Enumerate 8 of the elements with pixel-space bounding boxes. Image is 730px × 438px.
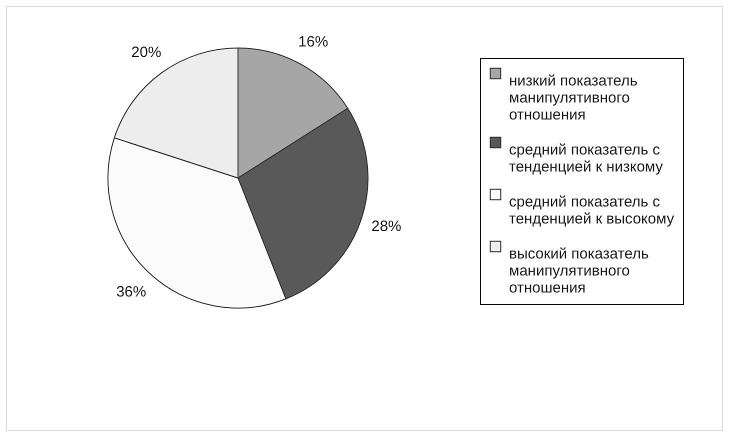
legend-label: средний показатель с тенденцией к низкому xyxy=(509,142,664,176)
data-label: 20% xyxy=(131,44,162,61)
legend-label: высокий показатель манипулятивного отношения xyxy=(509,246,649,296)
legend-label: средний показатель с тенденцией к высокому xyxy=(509,194,675,228)
data-label: 16% xyxy=(298,33,328,50)
data-label: 36% xyxy=(116,284,146,301)
data-label: 28% xyxy=(371,218,402,236)
legend-label: низкий показатель манипулятивного отношения xyxy=(509,72,638,124)
